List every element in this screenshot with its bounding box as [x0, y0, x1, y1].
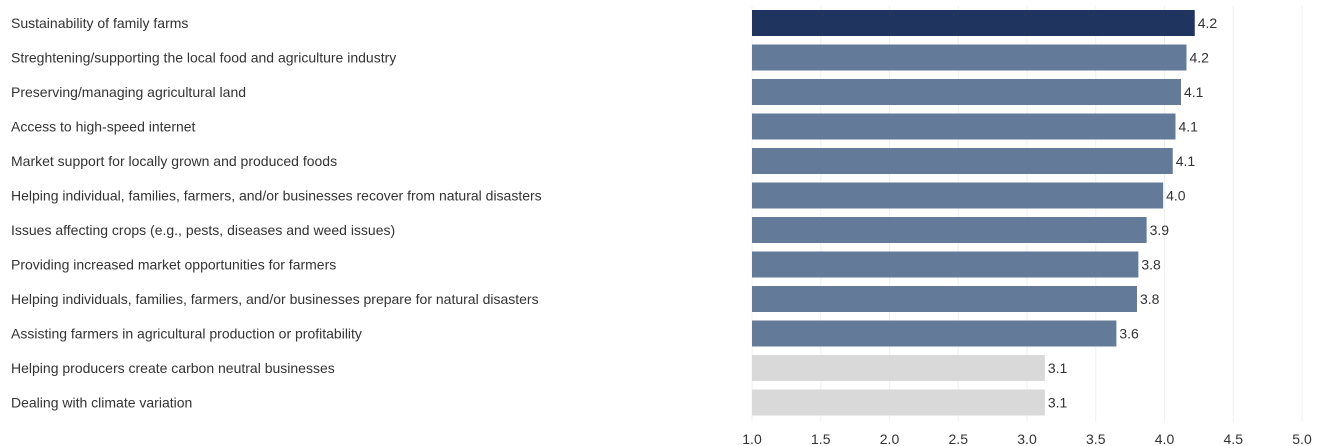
category-label: Helping individual, families, farmers, a… [11, 188, 542, 204]
bar [752, 320, 1117, 347]
bar [752, 286, 1137, 312]
category-label: Providing increased market opportunities… [11, 257, 336, 273]
bar [752, 355, 1045, 381]
x-axis: 1.0 1.5 2.0 2.5 3.0 3.5 4.0 4.5 5.0 [742, 431, 1312, 446]
category-label: Helping individuals, families, farmers, … [11, 291, 539, 307]
data-label: 3.9 [1150, 222, 1170, 238]
grid-layer [751, 6, 1303, 422]
bar [752, 113, 1176, 140]
category-label: Access to high-speed internet [11, 119, 196, 135]
x-tick-label: 2.0 [880, 431, 900, 446]
data-label: 4.1 [1176, 153, 1196, 169]
category-label: Helping producers create carbon neutral … [11, 360, 335, 376]
x-tick-label: 5.0 [1292, 431, 1312, 446]
x-tick-label: 1.0 [742, 431, 762, 446]
bar [752, 251, 1139, 278]
category-label: Sustainability of family farms [11, 15, 188, 31]
data-label: 3.1 [1048, 395, 1068, 411]
x-tick-label: 1.5 [811, 431, 831, 446]
data-label: 4.1 [1184, 84, 1204, 100]
category-label: Dealing with climate variation [11, 395, 192, 411]
bar [752, 148, 1173, 174]
bar [752, 79, 1181, 105]
bar [752, 10, 1195, 36]
category-label: Streghtening/supporting the local food a… [11, 50, 396, 66]
x-tick-label: 4.5 [1224, 431, 1244, 446]
data-label: 4.2 [1190, 50, 1210, 66]
bar [752, 217, 1147, 243]
x-tick-label: 3.0 [1017, 431, 1037, 446]
category-label-layer: Sustainability of family farms Streghteni… [11, 15, 542, 411]
data-label: 3.8 [1141, 257, 1161, 273]
data-label: 4.1 [1179, 119, 1199, 135]
x-tick-label: 3.5 [1086, 431, 1106, 446]
bar [752, 44, 1187, 71]
category-label: Issues affecting crops (e.g., pests, dis… [11, 222, 395, 238]
data-label: 3.1 [1048, 360, 1068, 376]
category-label: Assisting farmers in agricultural produc… [11, 326, 362, 342]
data-label: 3.6 [1119, 326, 1139, 342]
x-tick-label: 4.0 [1155, 431, 1175, 446]
category-label: Preserving/managing agricultural land [11, 84, 246, 100]
data-label-layer: 4.2 4.2 4.1 4.1 4.1 4.0 3.9 3.8 3.8 3.6 3.1 3.1 [1048, 15, 1218, 411]
bar [752, 182, 1164, 209]
bar-layer [752, 10, 1195, 416]
category-label: Market support for locally grown and pro… [11, 153, 337, 169]
bar [752, 389, 1045, 416]
x-tick-label: 2.5 [949, 431, 969, 446]
data-label: 4.2 [1198, 15, 1218, 31]
data-label: 3.8 [1140, 291, 1160, 307]
data-label: 4.0 [1166, 188, 1186, 204]
